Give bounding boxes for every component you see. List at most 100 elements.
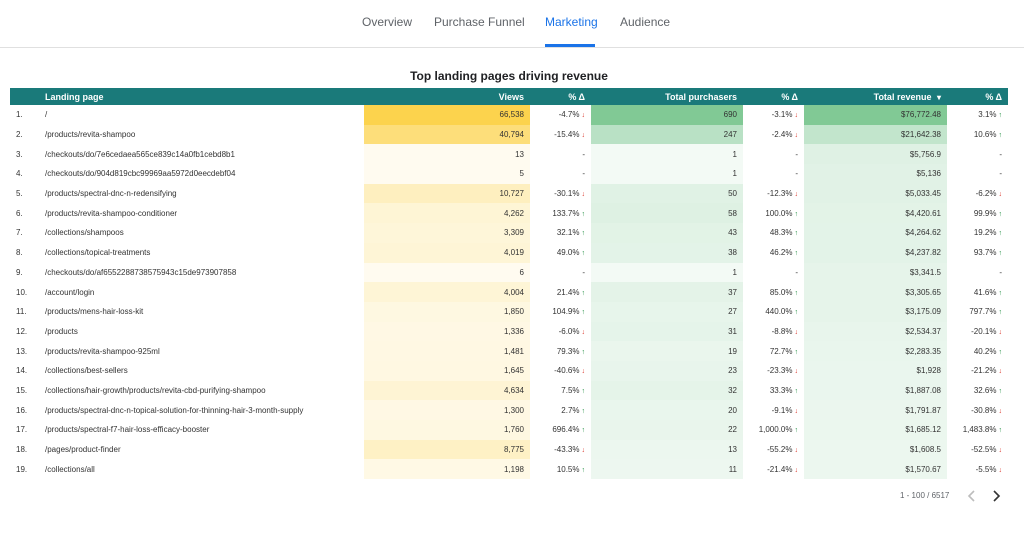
purchasers-delta-cell-value: -23.3% <box>767 366 793 376</box>
table-row[interactable]: 10./account/login 4,004 21.4% ↑ 37 85.0% ↑ $3,3… <box>10 282 1008 302</box>
arrow-down-icon: ↓ <box>581 132 586 140</box>
table-row[interactable]: 16. /products/spectral-dnc-n-topical-solu… <box>10 400 1008 420</box>
arrow-down-icon: ↓ <box>794 328 799 336</box>
row-index: 1. <box>16 110 23 120</box>
purchasers-delta-cell-value: -21.4% <box>767 464 793 474</box>
revenue-cell: $2,534.37 <box>804 321 947 342</box>
revenue-delta-cell-value: 1,483.8% <box>962 425 997 435</box>
views-delta-cell: 49.0% ↑ <box>530 243 591 263</box>
purchasers-delta-cell: 440.0% ↑ <box>743 302 804 322</box>
header-landing-page[interactable]: Landing page <box>39 88 364 105</box>
table-row[interactable]: 14./collections/best-sellers 1,645 -40.6% ↓… <box>10 360 1008 381</box>
views-cell: 1,481 <box>364 341 530 361</box>
purchasers-delta-cell: -8.8% ↓ <box>743 322 804 342</box>
purchasers-cell: 11 <box>591 459 743 480</box>
arrow-up-icon: ↑ <box>794 250 799 258</box>
purchasers-delta-cell: 72.7% ↑ <box>743 341 804 361</box>
header-total-revenue[interactable]: Total revenue ▾ <box>804 88 947 105</box>
active-tab-indicator <box>545 44 595 47</box>
table-row[interactable]: 11./products/mens-hair-loss-kit 1,850 104.… <box>10 301 1008 322</box>
landing-page-cell: /products/spectral-dnc-n-redensifying <box>45 189 177 199</box>
views-cell: 40,794 <box>364 124 530 145</box>
table-row[interactable]: 2./products/revita-shampoo 40,794 -15.4% ↓ 2… <box>10 124 1008 145</box>
revenue-delta-cell-value: - <box>999 169 1002 179</box>
table-row[interactable]: 1./66,538 -4.7% ↓ 690 -3.1% ↓ $76,772.48 3.1% ↑ <box>10 105 1008 125</box>
views-delta-cell: 104.9% ↑ <box>530 302 591 322</box>
table-row[interactable]: 19./collections/all 1,198 10.5% ↑ 11 -21.4% ↓ $… <box>10 459 1008 480</box>
purchasers-delta-cell-value: 85.0% <box>769 287 793 297</box>
header-views[interactable]: Views <box>364 88 530 105</box>
views-delta-cell-value: 2.7% <box>561 405 580 415</box>
prev-page-button[interactable] <box>965 488 979 504</box>
table-row[interactable]: 3. /checkouts/do/7e6cedaea565ce839c14a0fb… <box>10 144 1008 165</box>
row-index: 14. <box>16 366 28 376</box>
purchasers-cell: 690 <box>591 105 743 125</box>
table-row[interactable]: 5. /products/spectral-dnc-n-redensifying 1… <box>10 183 1008 204</box>
arrow-up-icon: ↑ <box>581 210 586 218</box>
header-purchasers-delta[interactable]: % Δ <box>743 88 804 105</box>
revenue-delta-cell-value: 93.7% <box>973 248 997 258</box>
purchasers-cell: 31 <box>591 321 743 342</box>
header-revenue-delta[interactable]: % Δ <box>947 88 1008 105</box>
views-cell: 1,760 <box>364 420 530 440</box>
views-cell: 3,309 <box>364 223 530 243</box>
revenue-cell: $76,772.48 <box>804 105 947 125</box>
tab-overview[interactable]: Overview <box>362 15 413 29</box>
arrow-down-icon: ↓ <box>794 112 799 120</box>
tab-audience[interactable]: Audience <box>620 15 671 29</box>
purchasers-delta-cell: -55.2% ↓ <box>743 440 804 460</box>
arrow-down-icon: ↓ <box>581 368 586 376</box>
views-delta-cell-value: - <box>582 267 585 277</box>
row-index: 16. <box>16 405 28 415</box>
row-index: 12. <box>16 326 28 336</box>
purchasers-delta-cell-value: -3.1% <box>771 110 793 120</box>
views-delta-cell: -30.1% ↓ <box>530 184 591 204</box>
table-row[interactable]: 6. /products/revita-shampoo-conditioner 4,… <box>10 203 1008 224</box>
views-delta-cell-value: -15.4% <box>554 130 580 140</box>
views-delta-cell-value: - <box>582 149 585 159</box>
row-index: 19. <box>16 464 28 474</box>
revenue-delta-cell-value: 3.1% <box>978 110 997 120</box>
revenue-delta-cell: - <box>947 164 1008 184</box>
arrow-down-icon: ↓ <box>794 466 799 474</box>
views-delta-cell: -15.4% ↓ <box>530 125 591 145</box>
arrow-down-icon: ↓ <box>998 447 1003 455</box>
views-delta-cell: -4.7% ↓ <box>530 105 591 125</box>
table-row[interactable]: 12./products 1,336 -6.0% ↓ 31 -8.8% ↓ $2,534.37… <box>10 321 1008 342</box>
chevron-left-icon <box>967 490 975 502</box>
tab-purchase-funnel[interactable]: Purchase Funnel <box>434 15 525 29</box>
arrow-down-icon: ↓ <box>998 328 1003 336</box>
arrow-down-icon: ↓ <box>581 112 586 120</box>
tab-marketing[interactable]: Marketing <box>545 15 598 29</box>
table-row[interactable]: 7./collections/shampoos 3,309 32.1% ↑ 43 48.3… <box>10 223 1008 243</box>
views-cell: 4,019 <box>364 242 530 263</box>
table-row[interactable]: 18./pages/product-finder 8,775 -43.3% ↓ 13 -5… <box>10 439 1008 460</box>
next-page-button[interactable] <box>989 488 1003 504</box>
arrow-up-icon: ↑ <box>998 289 1003 297</box>
purchasers-cell: 1 <box>591 164 743 184</box>
landing-page-cell: /collections/hair-growth/products/revita… <box>45 385 266 395</box>
row-index: 3. <box>16 149 23 159</box>
table-row[interactable]: 8./collections/topical-treatments 4,019 49… <box>10 242 1008 263</box>
views-delta-cell-value: -40.6% <box>554 366 580 376</box>
table-row[interactable]: 17. /products/spectral-f7-hair-loss-effic… <box>10 420 1008 440</box>
purchasers-delta-cell-value: -9.1% <box>771 405 793 415</box>
arrow-up-icon: ↑ <box>581 250 586 258</box>
row-index: 18. <box>16 445 28 455</box>
purchasers-cell: 58 <box>591 203 743 224</box>
table-row[interactable]: 4. /checkouts/do/904d819cbc99969aa5972d0e… <box>10 164 1008 184</box>
table-row[interactable]: 13./products/revita-shampoo-925ml 1,481 79… <box>10 341 1008 361</box>
revenue-delta-cell: -52.5% ↓ <box>947 440 1008 460</box>
revenue-cell: $1,608.5 <box>804 439 947 460</box>
revenue-delta-cell-value: 19.2% <box>973 228 997 238</box>
header-total-purchasers[interactable]: Total purchasers <box>591 88 743 105</box>
views-delta-cell-value: 133.7% <box>552 208 580 218</box>
revenue-delta-cell: -21.2% ↓ <box>947 361 1008 381</box>
views-delta-cell-value: -30.1% <box>554 189 580 199</box>
table-row[interactable]: 15. /collections/hair-growth/products/rev… <box>10 380 1008 401</box>
table-row[interactable]: 9. /checkouts/do/af6552288738575943c15de9… <box>10 262 1008 283</box>
header-views-delta[interactable]: % Δ <box>530 88 591 105</box>
arrow-down-icon: ↓ <box>998 407 1003 415</box>
landing-page-cell: /account/login <box>45 287 95 297</box>
purchasers-delta-cell: 46.2% ↑ <box>743 243 804 263</box>
